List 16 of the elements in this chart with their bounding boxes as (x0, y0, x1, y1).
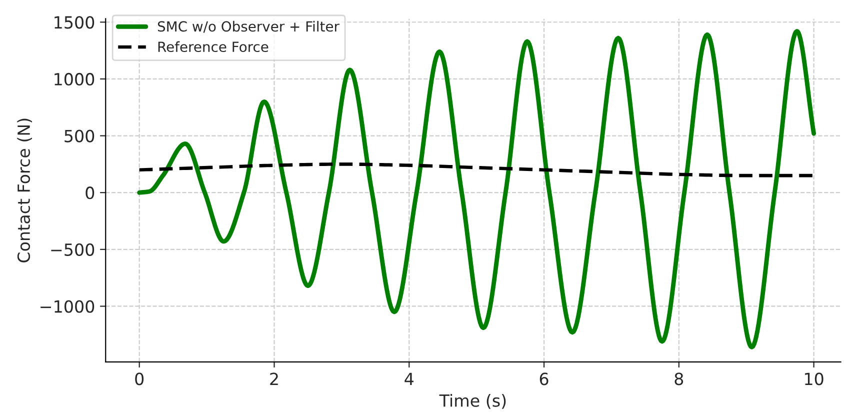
x-axis-title: Time (s) (439, 394, 506, 409)
x-tick-label: 4 (404, 372, 414, 385)
y-tick-label: 0 (86, 186, 94, 200)
x-tick-label: 2 (270, 372, 278, 385)
y-tick-label: −1000 (40, 300, 94, 313)
y-tick-label: 1500 (54, 16, 94, 29)
y-tick-label: 500 (64, 130, 94, 142)
x-tick-label: 0 (135, 372, 144, 386)
x-tick-label: 8 (674, 372, 684, 386)
y-tick-label: 1000 (54, 72, 94, 86)
y-axis-title: Contact Force (N) (17, 118, 32, 262)
y-tick-label: −500 (51, 243, 94, 256)
x-tick-label: 6 (540, 372, 548, 386)
legend-label: Reference Force (158, 41, 268, 52)
legend-label: SMC w/o Observer + Filter (158, 20, 340, 33)
x-tick-label: 10 (805, 372, 824, 386)
